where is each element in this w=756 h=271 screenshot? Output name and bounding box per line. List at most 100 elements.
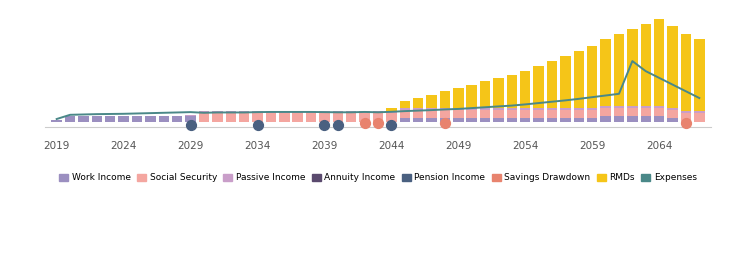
Bar [400, 110, 410, 118]
Bar [534, 110, 544, 118]
Bar [587, 118, 597, 121]
Bar [65, 117, 76, 121]
Bar [212, 113, 222, 121]
Bar [346, 113, 356, 121]
Bar [587, 110, 597, 118]
Bar [680, 34, 691, 111]
Bar [547, 61, 557, 108]
Bar [199, 111, 209, 113]
Bar [466, 85, 477, 108]
Bar [574, 110, 584, 118]
Bar [386, 108, 397, 111]
Point [184, 122, 197, 127]
Bar [279, 111, 290, 113]
Bar [453, 110, 463, 118]
Bar [520, 118, 531, 121]
Bar [627, 29, 637, 107]
Bar [51, 120, 62, 121]
Point [252, 122, 264, 127]
Bar [119, 117, 129, 121]
Bar [560, 110, 571, 118]
Bar [640, 24, 651, 107]
Bar [507, 118, 517, 121]
Bar [225, 113, 236, 121]
Bar [426, 110, 437, 118]
Bar [132, 117, 142, 121]
Bar [534, 108, 544, 110]
Bar [105, 117, 116, 121]
Bar [386, 111, 397, 113]
Bar [654, 117, 665, 121]
Bar [680, 111, 691, 113]
Bar [279, 113, 290, 121]
Bar [507, 108, 517, 110]
Bar [239, 111, 249, 113]
Bar [507, 110, 517, 118]
Point [332, 122, 344, 127]
Legend: Work Income, Social Security, Passive Income, Annuity Income, Pension Income, Sa: Work Income, Social Security, Passive In… [55, 170, 701, 186]
Point [372, 121, 384, 125]
Bar [333, 113, 343, 121]
Bar [694, 111, 705, 113]
Bar [453, 108, 463, 110]
Point [680, 121, 692, 125]
Bar [640, 108, 651, 117]
Bar [453, 118, 463, 121]
Bar [319, 113, 330, 121]
Bar [534, 118, 544, 121]
Bar [225, 111, 236, 113]
Bar [694, 113, 705, 121]
Bar [265, 113, 276, 121]
Bar [466, 110, 477, 118]
Bar [547, 108, 557, 110]
Bar [680, 113, 691, 121]
Bar [654, 19, 665, 107]
Point [358, 121, 370, 125]
Bar [668, 26, 677, 108]
Bar [333, 111, 343, 113]
Bar [560, 118, 571, 121]
Bar [265, 111, 276, 113]
Bar [627, 108, 637, 117]
Bar [440, 91, 450, 108]
Bar [587, 46, 597, 108]
Bar [480, 118, 491, 121]
Bar [547, 110, 557, 118]
Bar [440, 108, 450, 110]
Bar [507, 75, 517, 108]
Bar [239, 113, 249, 121]
Bar [400, 101, 410, 108]
Bar [359, 113, 370, 121]
Bar [493, 78, 503, 108]
Bar [79, 117, 88, 121]
Bar [400, 108, 410, 110]
Bar [426, 108, 437, 110]
Bar [466, 118, 477, 121]
Bar [413, 98, 423, 108]
Bar [386, 113, 397, 121]
Bar [640, 107, 651, 108]
Bar [199, 113, 209, 121]
Bar [614, 34, 624, 107]
Bar [614, 108, 624, 117]
Bar [426, 118, 437, 121]
Bar [574, 51, 584, 108]
Bar [319, 111, 330, 113]
Bar [413, 118, 423, 121]
Bar [306, 111, 316, 113]
Bar [547, 118, 557, 121]
Bar [600, 108, 611, 117]
Bar [440, 110, 450, 118]
Bar [453, 88, 463, 108]
Bar [493, 110, 503, 118]
Bar [293, 113, 303, 121]
Bar [560, 108, 571, 110]
Bar [253, 111, 263, 113]
Bar [534, 66, 544, 108]
Bar [654, 107, 665, 108]
Bar [359, 111, 370, 113]
Bar [520, 110, 531, 118]
Bar [426, 95, 437, 108]
Bar [466, 108, 477, 110]
Bar [159, 117, 169, 121]
